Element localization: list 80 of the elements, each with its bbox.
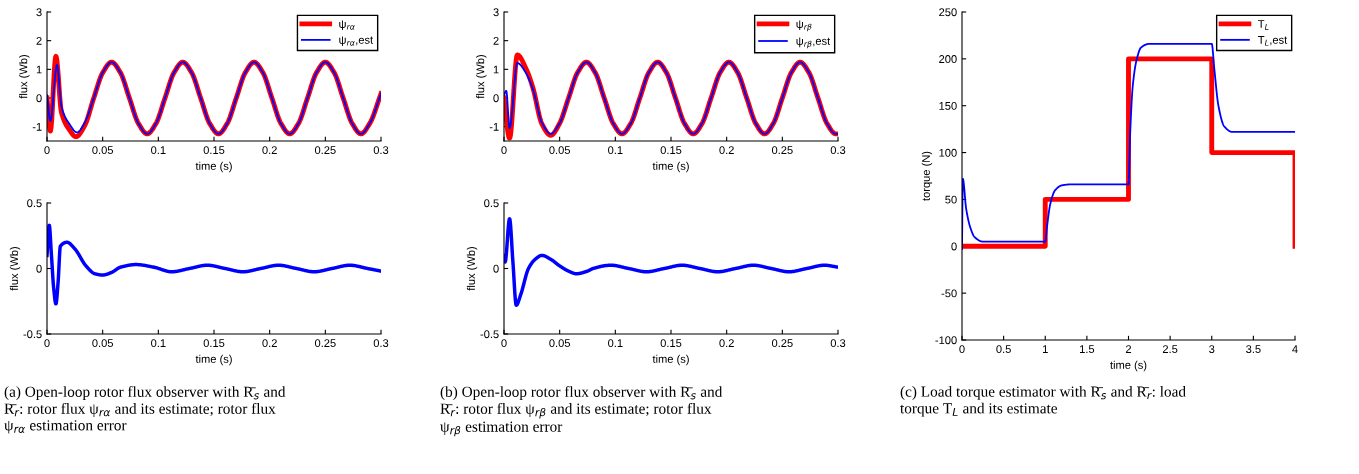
x-tick-label: 0 (501, 339, 507, 348)
x-tick-label: 0.05 (549, 146, 571, 155)
y-axis-title: flux (Wb) (9, 246, 21, 291)
y-tick-label: -50 (941, 289, 957, 298)
x-tick-label: 0.1 (151, 339, 166, 348)
y-axis-title: flux (Wb) (476, 54, 487, 99)
legend-label: ψ$_{rβ}$ (796, 20, 812, 32)
x-tick-label: 3.5 (1246, 345, 1261, 354)
x-tick-label: 1 (1043, 345, 1048, 353)
y-axis-title: flux (Wb) (19, 54, 30, 99)
x-tick-label: 0.2 (719, 339, 734, 348)
x-tick-label: 0.15 (660, 339, 682, 348)
y-tick-label: 0 (493, 264, 499, 273)
y-tick-label: 3 (493, 8, 499, 17)
legend-label: T$_{L}$ (1258, 20, 1269, 30)
y-tick-label: 2 (36, 36, 42, 45)
x-tick-label: 4 (1292, 345, 1298, 353)
y-tick-label: 0.5 (27, 199, 42, 208)
x-axis-title: time (s) (1110, 360, 1147, 372)
x-tick-label: 0.05 (549, 339, 571, 348)
y-tick-label: 2 (493, 36, 499, 45)
x-tick-label: 2 (1125, 345, 1132, 353)
y-tick-label: 0 (493, 94, 499, 103)
x-axis-title: time (s) (652, 161, 689, 173)
x-tick-label: 0.3 (373, 146, 389, 155)
y-tick-label: -1 (32, 123, 42, 131)
y-tick-label: 0 (951, 242, 957, 251)
legend-label: ψ$_{rβ}$,est (796, 37, 831, 49)
x-tick-label: 0.05 (92, 146, 114, 155)
x-tick-label: 0 (501, 146, 507, 155)
x-tick-label: 0.1 (608, 146, 623, 155)
x-axis-title: time (s) (195, 354, 232, 366)
x-tick-label: 0.25 (771, 146, 793, 155)
x-tick-label: 0.2 (262, 146, 277, 155)
y-tick-label: 1 (493, 65, 499, 74)
y-tick-label: -1 (489, 123, 499, 131)
x-tick-label: 0.05 (92, 339, 114, 348)
x-tick-label: 0.25 (314, 339, 336, 348)
y-axis-title: flux (Wb) (466, 246, 478, 291)
x-tick-label: 0.15 (203, 146, 225, 155)
y-tick-label: 150 (939, 101, 957, 110)
y-tick-label: 250 (939, 8, 957, 17)
legend-label: ψ$_{rα}$,est (339, 36, 374, 47)
x-tick-label: 0.1 (608, 339, 623, 348)
text: (c) Load torque estimator with R̄$_{s}$ and R̄$_{r}$: load torque T$_{L}$ and its estimate (900, 386, 1186, 417)
x-tick-label: 0 (44, 146, 50, 155)
legend-label: ψ$_{rα}$ (339, 20, 355, 31)
x-tick-label: 1.5 (1080, 345, 1095, 354)
x-tick-label: 0.3 (373, 339, 389, 348)
x-axis-title: time (s) (195, 161, 232, 173)
y-tick-label: 0.5 (484, 199, 499, 208)
x-tick-label: 0.25 (771, 339, 793, 348)
y-tick-label: 1 (36, 65, 42, 74)
y-tick-label: -0.5 (480, 330, 499, 339)
x-tick-label: 0.5 (996, 345, 1011, 354)
x-tick-label: 0.2 (719, 146, 734, 155)
y-tick-label: 50 (945, 195, 957, 204)
legend-label: T$_{L}$,est (1258, 36, 1288, 46)
x-tick-label: 0.25 (314, 146, 336, 155)
x-axis-title: time (s) (652, 354, 689, 366)
x-tick-label: 0 (44, 339, 50, 348)
y-tick-label: 0 (36, 264, 42, 273)
x-tick-label: 0.3 (830, 146, 846, 155)
y-tick-label: 100 (939, 148, 957, 157)
y-tick-label: 0 (36, 94, 42, 103)
y-tick-label: 200 (939, 55, 957, 63)
x-tick-label: 0.15 (203, 339, 225, 348)
y-tick-label: -100 (935, 336, 957, 345)
y-axis-title: torque (N) (921, 151, 933, 201)
x-tick-label: 0.2 (262, 339, 277, 348)
y-tick-label: -0.5 (23, 330, 42, 339)
x-tick-label: 0.3 (830, 339, 846, 348)
x-tick-label: 2.5 (1162, 345, 1178, 354)
x-tick-label: 0 (959, 345, 965, 354)
x-tick-label: 3 (1209, 345, 1215, 354)
text: (a) Open-loop rotor flux observer with R̄$_{s}$ and R̄$_{r}$: rotor flux ψ$_{rα}$ and its estimate; rotor flux ψ$_{rα}$ estimation error (4, 386, 286, 434)
x-tick-label: 0.1 (151, 146, 166, 155)
y-tick-label: 3 (36, 8, 42, 17)
x-tick-label: 0.15 (660, 146, 682, 155)
text: (b) Open-loop rotor flux observer with R̄$_{s}$ and R̄$_{r}$: rotor flux ψ$_{rβ}$ and its estimate; rotor flux ψ$_{rβ}$ estimation error (440, 386, 723, 437)
